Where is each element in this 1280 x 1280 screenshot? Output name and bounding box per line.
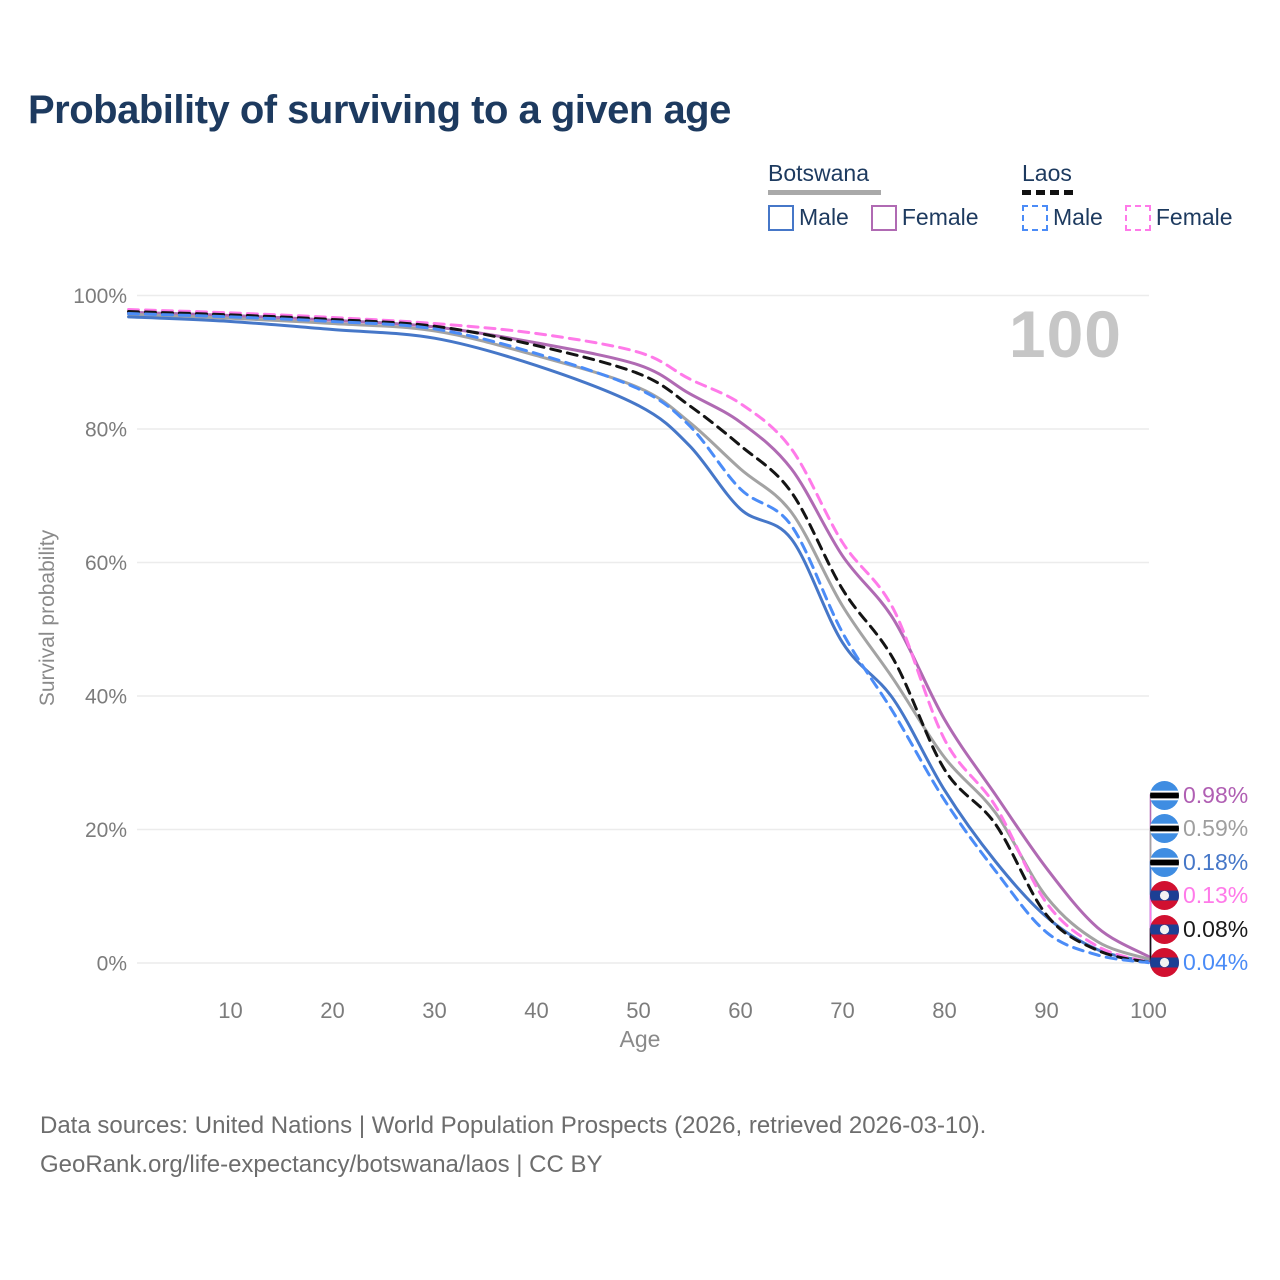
- end-label-value: 0.04%: [1183, 949, 1249, 975]
- y-axis-title: Survival probability: [36, 529, 59, 707]
- curve-laos-male: [127, 312, 1150, 965]
- laos-female-swatch-icon: [1124, 204, 1151, 231]
- end-label-value: 0.18%: [1183, 848, 1249, 875]
- end-label-row-laos-male: 0.04%: [1150, 948, 1248, 977]
- legend-item-laos-male[interactable]: Male: [1022, 204, 1103, 231]
- x-tick-label: 40: [524, 998, 548, 1023]
- legend-title-botswana: Botswana: [768, 160, 870, 186]
- curve-botswana-both: [127, 312, 1150, 961]
- end-label-row-laos-both: 0.08%: [1150, 914, 1249, 944]
- x-tick-label: 30: [422, 998, 446, 1023]
- legend-group-botswana: Botswana Male Female: [768, 160, 1001, 231]
- end-label-row-botswana-both: 0.59%: [1150, 814, 1248, 843]
- curve-botswana-male: [127, 315, 1150, 964]
- x-tick-label: 60: [728, 998, 752, 1023]
- legend-item-label: Male: [1053, 204, 1103, 230]
- botswana-flag-icon: [1150, 814, 1179, 843]
- y-tick-label: 0%: [97, 952, 127, 975]
- legend-item-laos-female[interactable]: Female: [1124, 204, 1233, 231]
- y-tick-label: 100%: [73, 285, 127, 308]
- botswana-female-swatch-icon: [870, 204, 897, 231]
- legend-item-botswana-male[interactable]: Male: [768, 204, 849, 231]
- x-tick-label: 10: [218, 998, 242, 1023]
- laos-flag-icon: [1150, 914, 1179, 944]
- botswana-solid-line-sample: [768, 190, 881, 195]
- x-tick-label: 50: [626, 998, 650, 1023]
- laos-male-swatch-icon: [1022, 204, 1048, 231]
- legend-title-laos: Laos: [1022, 160, 1072, 186]
- end-label-row-laos-female: 0.13%: [1150, 881, 1248, 910]
- botswana-flag-icon: [1150, 847, 1179, 877]
- page-title: Probability of surviving to a given age: [28, 88, 731, 132]
- laos-flag-icon: [1150, 948, 1179, 977]
- y-tick-label: 20%: [85, 819, 127, 842]
- legend-group-laos: Laos Male Female: [1022, 160, 1255, 231]
- legend-item-label: Male: [799, 204, 849, 230]
- legend-item-label: Female: [1155, 204, 1233, 230]
- x-tick-label: 70: [830, 998, 854, 1023]
- end-label-row-botswana-female: 0.98%: [1150, 780, 1249, 810]
- legend-item-label: Female: [901, 204, 979, 230]
- curve-laos-both: [127, 310, 1150, 964]
- botswana-flag-icon: [1150, 780, 1179, 810]
- legend-item-botswana-female[interactable]: Female: [870, 204, 979, 231]
- footer-attribution: Data sources: United Nations | World Pop…: [40, 1106, 986, 1184]
- x-axis-title: Age: [619, 1026, 661, 1052]
- laos-flag-icon: [1150, 881, 1179, 910]
- end-label-value: 0.98%: [1183, 781, 1249, 808]
- curve-laos-female: [127, 308, 1150, 964]
- hover-age-watermark: 100: [1008, 297, 1122, 371]
- end-label-row-botswana-male: 0.18%: [1150, 847, 1249, 877]
- y-tick-label: 60%: [85, 552, 127, 575]
- footer-link-line: GeoRank.org/life-expectancy/botswana/lao…: [40, 1151, 603, 1178]
- y-tick-label: 40%: [85, 685, 127, 708]
- end-label-value: 0.13%: [1183, 882, 1249, 908]
- laos-dashed-line-sample: [1022, 190, 1078, 195]
- end-label-value: 0.59%: [1183, 815, 1249, 841]
- footer-sources-line: Data sources: United Nations | World Pop…: [40, 1112, 987, 1139]
- x-tick-label: 20: [320, 998, 344, 1023]
- end-label-value: 0.08%: [1183, 915, 1249, 942]
- botswana-male-swatch-icon: [768, 204, 794, 231]
- x-tick-label: 100: [1130, 998, 1167, 1023]
- x-tick-label: 90: [1034, 998, 1058, 1023]
- y-tick-label: 80%: [85, 418, 127, 441]
- x-tick-label: 80: [932, 998, 956, 1023]
